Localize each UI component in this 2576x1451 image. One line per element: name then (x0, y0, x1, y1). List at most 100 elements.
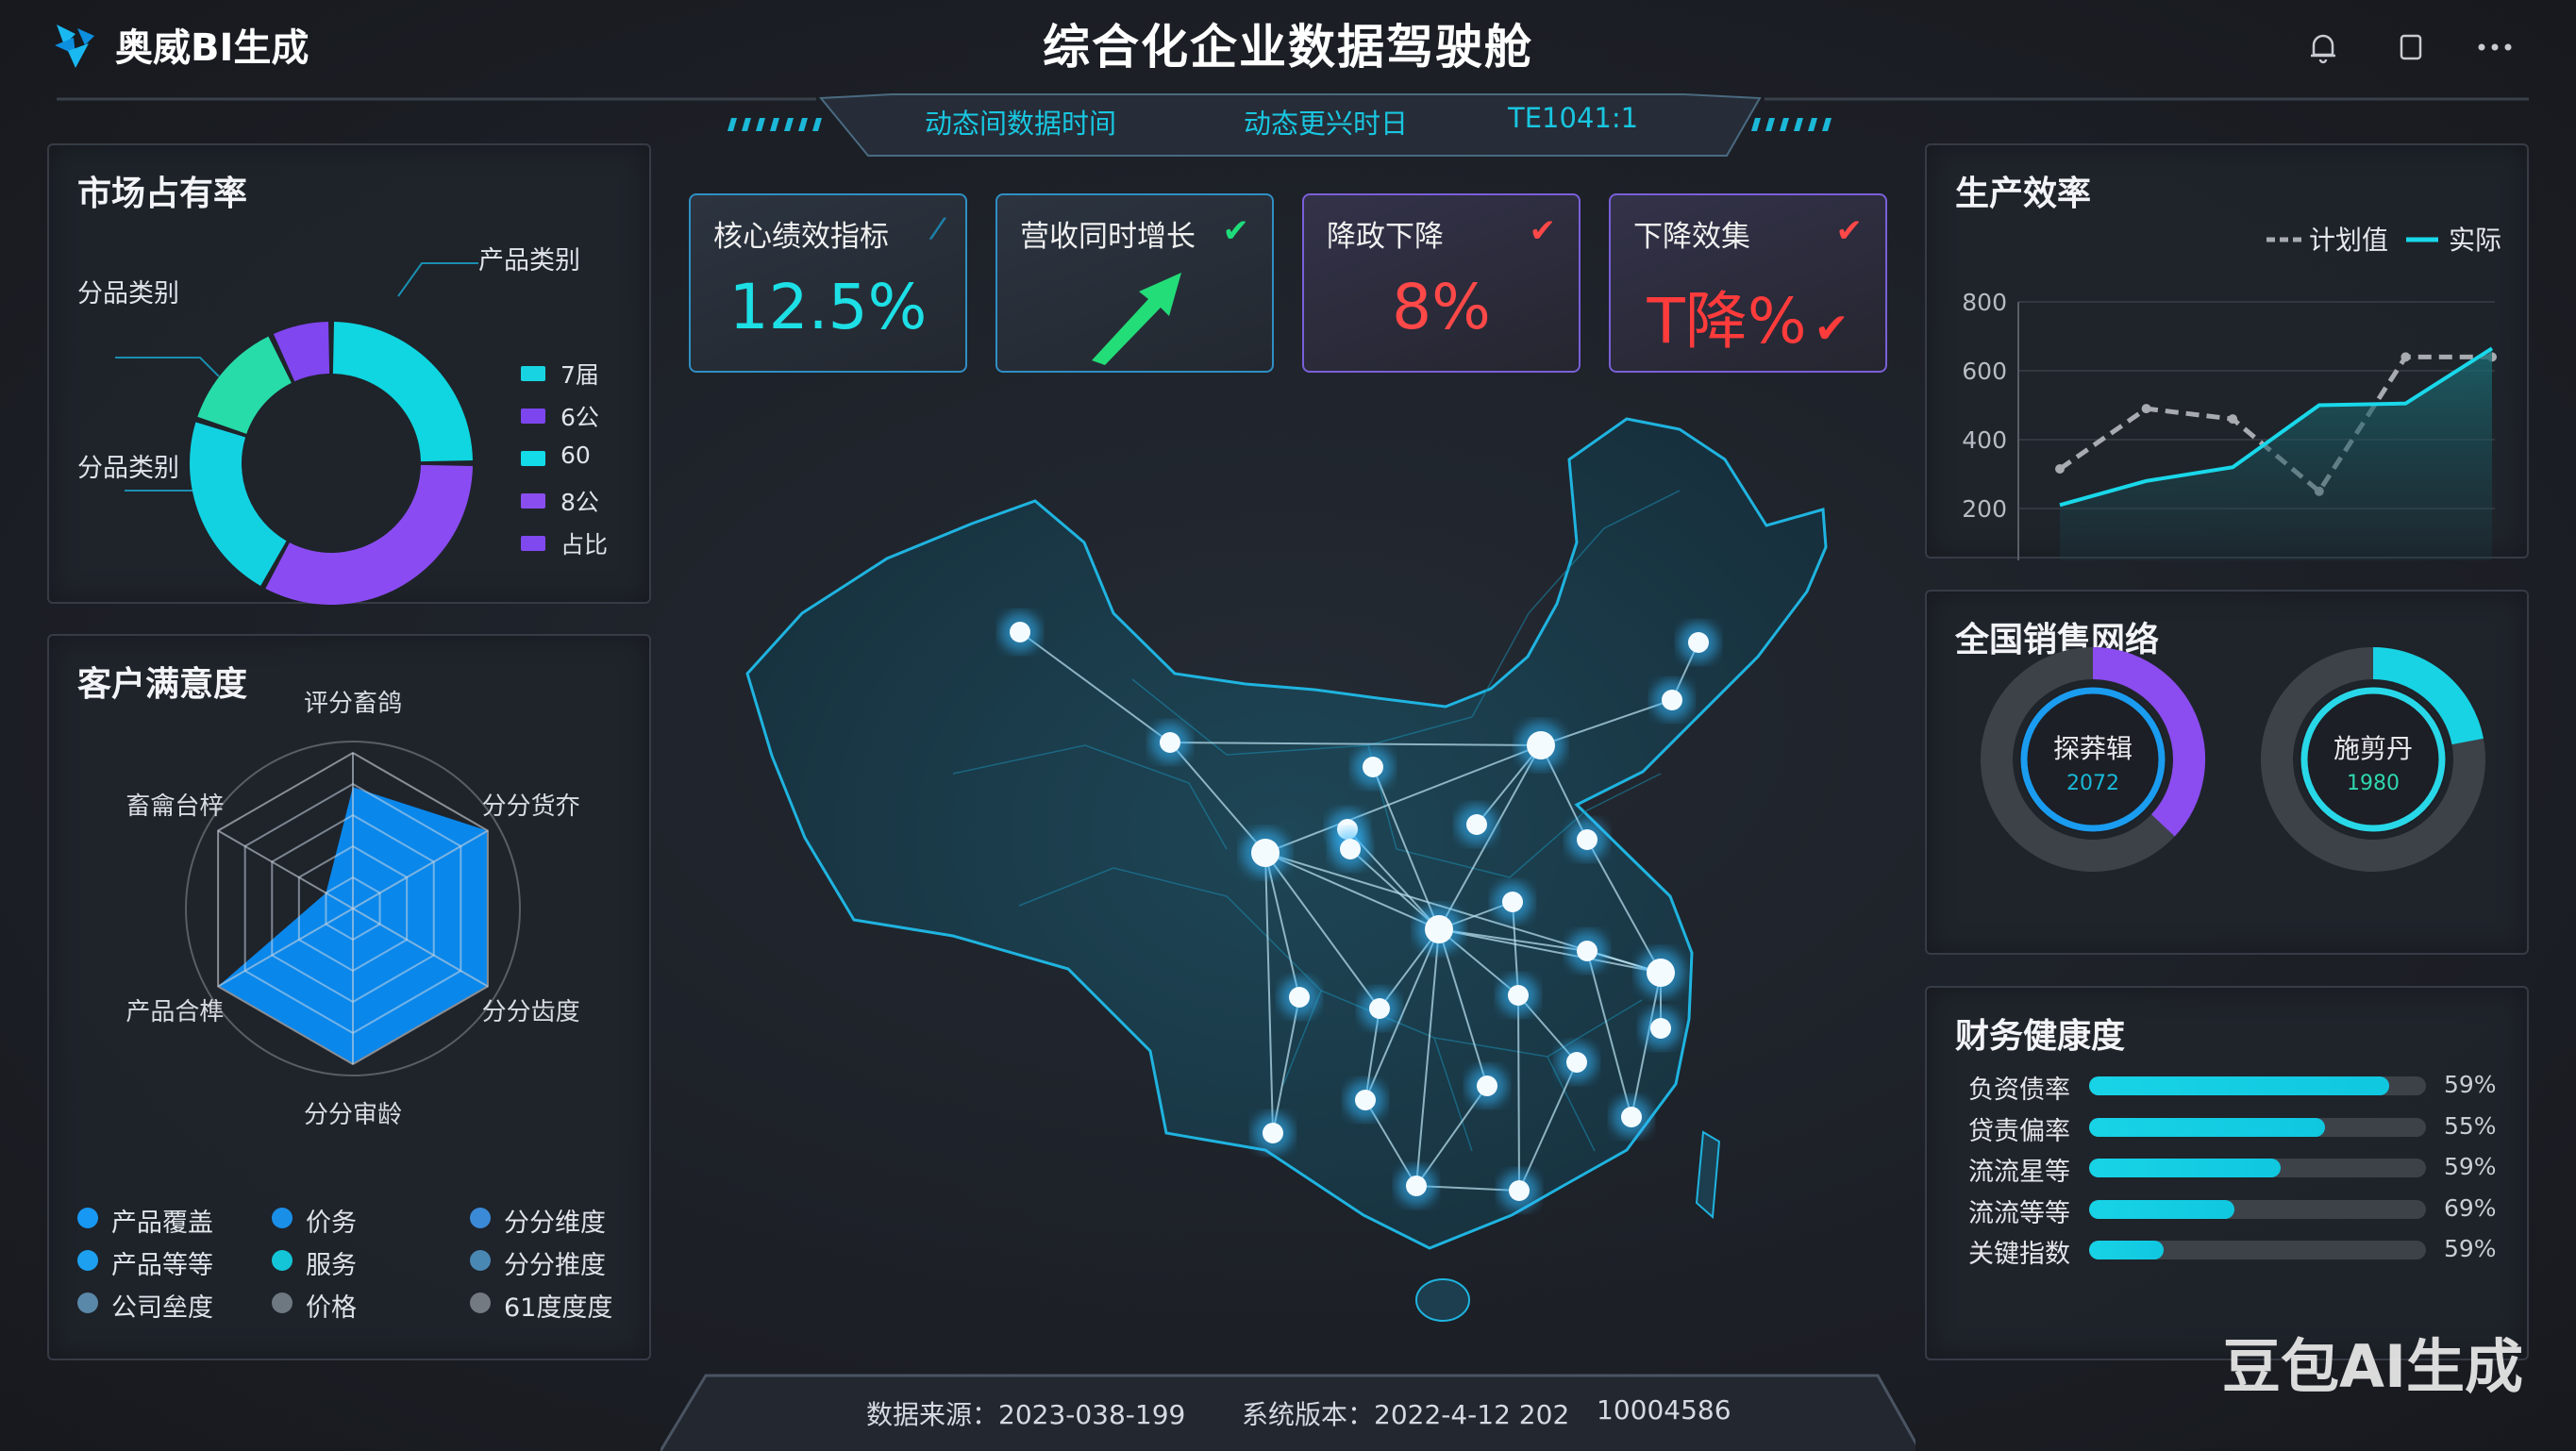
donut-slice (273, 322, 330, 382)
donut-label: 产品类别 (478, 246, 580, 275)
legend-dot (470, 1208, 491, 1228)
progress-bar (2089, 1241, 2426, 1259)
kpi-card[interactable]: 营收同时增长 ✔ (995, 193, 1274, 373)
panel-title: 财务健康度 (1955, 1017, 2126, 1056)
donut-label: 分品类别 (77, 279, 179, 309)
progress-fill (2089, 1076, 2389, 1095)
city-node (1263, 1123, 1283, 1143)
radar-axis-label: 分分齿度 (482, 998, 580, 1026)
finance-value: 59% (2444, 1153, 2497, 1180)
network-link (1169, 742, 1266, 854)
legend-label[interactable]: 占比 (560, 531, 609, 559)
legend-swatch (521, 409, 545, 424)
check-icon: ✔ (1529, 212, 1557, 250)
network-link (1264, 852, 1300, 998)
radar-axis (352, 829, 489, 909)
donut-slice (332, 322, 473, 462)
data-point (2055, 464, 2065, 475)
progress-bar (2089, 1117, 2426, 1137)
network-link (1264, 744, 1542, 854)
subheader-item[interactable]: 动态更兴时日 (1244, 108, 1409, 140)
up-arrow-icon (1092, 273, 1181, 365)
series-line (2058, 354, 2492, 495)
legend-label[interactable]: 公司垒度 (111, 1293, 213, 1323)
city-node (1647, 959, 1675, 987)
legend-label: 实际 (2449, 225, 2501, 256)
legend-dot (77, 1250, 98, 1271)
legend-label[interactable]: 61度度度 (504, 1293, 613, 1323)
sales-network-panel: 全国销售网络 探莽辑 2072 施剪丹 1980 (1925, 590, 2529, 955)
kpi-value-text: 12.5% (728, 271, 928, 343)
legend-label[interactable]: 分分推度 (504, 1251, 606, 1280)
gauge-label: 施剪丹 (2333, 733, 2413, 764)
radar-outer-ring (185, 741, 521, 1076)
network-link (1517, 994, 1520, 1192)
data-point (2228, 414, 2238, 425)
subheader-item[interactable]: TE1041:1 (1508, 102, 1639, 134)
kpi-value-text: 8% (1392, 271, 1491, 343)
legend-label[interactable]: 分分维度 (504, 1209, 606, 1238)
bell-icon[interactable] (2302, 26, 2344, 68)
finance-value: 59% (2444, 1071, 2497, 1098)
legend-label[interactable]: 产品覆盖 (111, 1209, 213, 1238)
footer-frame (661, 1374, 1915, 1451)
city-node (1363, 757, 1383, 777)
kpi-card[interactable]: 降政下降 ✔ 8% (1302, 193, 1581, 373)
network-link (1415, 928, 1440, 1187)
legend-swatch (521, 451, 545, 466)
finance-label: 流流星等 (1968, 1158, 2070, 1187)
more-icon[interactable] (2474, 26, 2516, 68)
legend-dot (470, 1293, 491, 1313)
legend-swatch (521, 493, 545, 509)
legend-dot (77, 1208, 98, 1228)
watermark: 豆包AI生成 (2222, 1332, 2524, 1401)
subheader-item[interactable]: 动态间数据时间 (925, 108, 1117, 140)
leader-line (397, 262, 478, 297)
city-node (1688, 632, 1709, 653)
network-link (1264, 852, 1440, 930)
legend-label: 计划值 (2309, 225, 2388, 256)
donut-slice (197, 336, 292, 434)
kpi-value: 12.5% (691, 271, 965, 343)
progress-fill (2089, 1159, 2282, 1177)
kpi-card[interactable]: 核心绩效指标/12.5% (689, 193, 967, 373)
line-chart: 020040060080000200100600200200计划值实际 (1962, 225, 2501, 560)
check-icon: ✔ (1222, 212, 1250, 250)
city-node (1466, 814, 1487, 835)
finance-value: 69% (2444, 1193, 2497, 1222)
subheader-frame (57, 93, 2529, 157)
legend-label[interactable]: 60 (560, 442, 591, 469)
legend-label[interactable]: 价务 (306, 1209, 357, 1238)
finance-label: 流流等等 (1968, 1198, 2070, 1228)
city-node (1369, 998, 1390, 1019)
version-code: 10004586 (1597, 1394, 1731, 1426)
finance-label: 负资债率 (1968, 1076, 2070, 1105)
gauge-arc (2372, 647, 2484, 745)
radar-axis (352, 908, 489, 988)
y-tick-label: 400 (1962, 426, 2007, 454)
city-node (1662, 690, 1682, 710)
city-node (1406, 1176, 1427, 1196)
city-node (1340, 839, 1361, 859)
legend-label[interactable]: 6公 (560, 404, 599, 431)
window-icon[interactable] (2390, 26, 2432, 68)
legend-dot (272, 1250, 293, 1271)
legend-label[interactable]: 7届 (560, 361, 599, 389)
network-link (1019, 631, 1171, 743)
network-link (1518, 1061, 1578, 1192)
y-tick-label: 600 (1962, 358, 2007, 385)
kpi-card[interactable]: 下降效集 ✔ T降% ✔ (1609, 193, 1887, 373)
legend-label[interactable]: 8公 (560, 489, 599, 516)
finance-value: 59% (2444, 1235, 2497, 1262)
city-node (1425, 915, 1453, 943)
kpi-value: 8% (1304, 271, 1579, 343)
series-area (2060, 348, 2492, 560)
legend-label[interactable]: 价格 (306, 1293, 357, 1323)
radar-axis (217, 908, 354, 988)
network-link (1372, 766, 1440, 930)
legend-label[interactable]: 服务 (306, 1251, 357, 1280)
legend-label[interactable]: 产品等等 (111, 1251, 213, 1280)
city-node (1010, 622, 1030, 642)
satisfaction-panel: 客户满意度 评分畜鸽 分分货夰 分分齿度 分分审龄 产品合榫 畜龠台梓 产品覆盖 价务 分分维… (47, 634, 651, 1360)
